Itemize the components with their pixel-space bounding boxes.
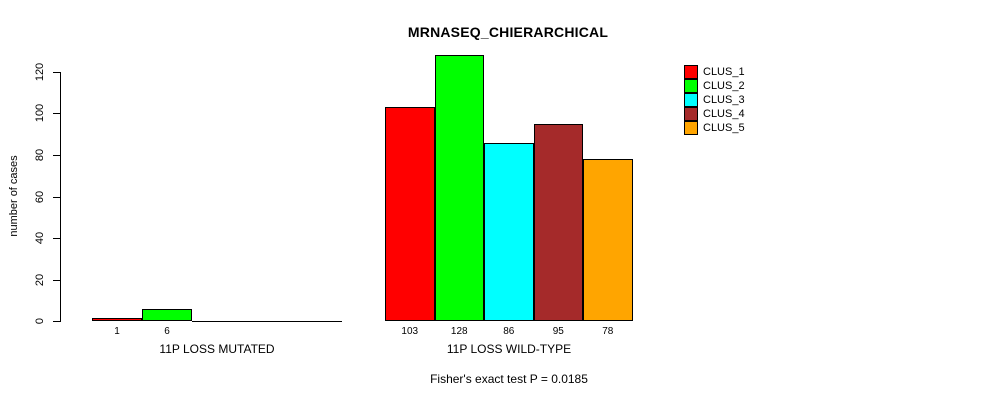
legend: CLUS_1 CLUS_2 CLUS_3 CLUS_4 CLUS_5	[684, 65, 745, 135]
chart-title: MRNASEQ_CHIERARCHICAL	[407, 24, 609, 40]
legend-item-clus_1: CLUS_1	[684, 65, 745, 79]
legend-swatch-icon	[684, 79, 698, 93]
bar-clus_2	[142, 309, 192, 321]
bar-value-label: 128	[450, 326, 468, 337]
y-tick-label: 0	[34, 317, 46, 325]
bar-group-11p-loss-mutated: 11P LOSS MUTATED 1 6	[92, 0, 342, 400]
legend-item-clus_5: CLUS_5	[684, 121, 745, 135]
bar-group-11p-loss-wild-type: 11P LOSS WILD-TYPE 103 128 86 95 78	[385, 0, 633, 400]
zero-bar-clus_4	[242, 321, 292, 322]
legend-label: CLUS_2	[703, 80, 745, 92]
y-tick-mark	[53, 238, 60, 239]
legend-label: CLUS_4	[703, 108, 745, 120]
zero-bar-clus_3	[192, 321, 242, 322]
y-tick-mark	[53, 113, 60, 114]
legend-item-clus_3: CLUS_3	[684, 93, 745, 107]
legend-label: CLUS_1	[703, 66, 745, 78]
y-tick-mark	[53, 280, 60, 281]
group-label-mutated: 11P LOSS MUTATED	[159, 342, 275, 356]
bar-clus_3	[484, 143, 534, 321]
legend-swatch-icon	[684, 65, 698, 79]
bar-clus_4	[533, 124, 583, 321]
bar-clus_5	[583, 159, 633, 321]
bar-value-label: 6	[164, 326, 170, 337]
y-axis-label: number of cases	[8, 155, 20, 237]
bar-value-label: 1	[114, 326, 120, 337]
bar-value-label: 103	[401, 326, 419, 337]
legend-item-clus_2: CLUS_2	[684, 79, 745, 93]
legend-label: CLUS_5	[703, 122, 745, 134]
legend-item-clus_4: CLUS_4	[684, 107, 745, 121]
bar-clus_1	[92, 318, 142, 321]
bar-clus_1	[385, 107, 435, 321]
y-tick-label: 40	[34, 231, 46, 245]
y-tick-mark	[53, 197, 60, 198]
y-tick-label: 20	[34, 273, 46, 287]
y-tick-mark	[53, 155, 60, 156]
bar-clus_2	[434, 55, 484, 321]
fisher-test-note: Fisher's exact test P = 0.0185	[430, 372, 588, 386]
group-label-wild-type: 11P LOSS WILD-TYPE	[446, 342, 572, 356]
bar-value-label: 86	[503, 326, 515, 337]
zero-bar-clus_5	[292, 321, 342, 322]
y-tick-mark	[53, 72, 60, 73]
y-tick-label: 80	[34, 148, 46, 162]
y-tick-label: 60	[34, 190, 46, 204]
y-tick-label: 120	[34, 62, 46, 82]
legend-swatch-icon	[684, 121, 698, 135]
bar-value-label: 95	[552, 326, 564, 337]
legend-swatch-icon	[684, 93, 698, 107]
bar-value-label: 78	[602, 326, 614, 337]
y-axis-line	[60, 72, 61, 322]
y-tick-label: 100	[34, 103, 46, 123]
y-tick-mark	[53, 321, 60, 322]
legend-label: CLUS_3	[703, 94, 745, 106]
legend-swatch-icon	[684, 107, 698, 121]
